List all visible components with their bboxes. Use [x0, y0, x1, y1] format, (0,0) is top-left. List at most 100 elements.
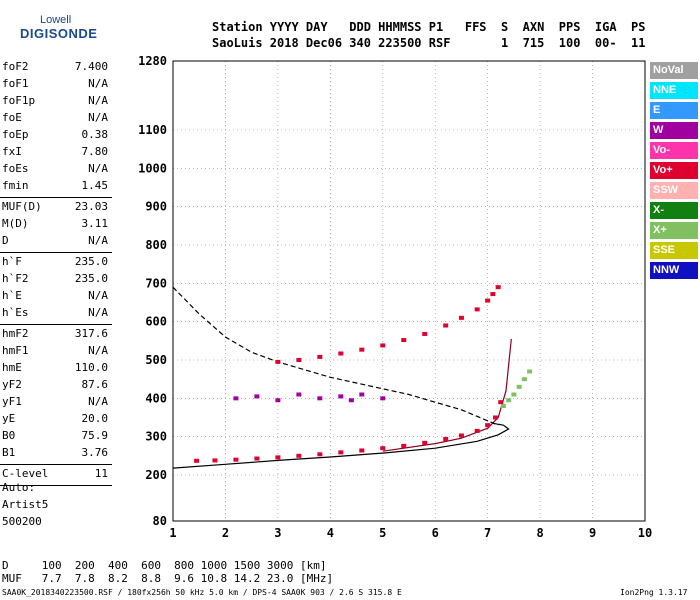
param-row: foF1 N/A — [2, 77, 108, 94]
echo-point — [506, 398, 512, 403]
echo-point — [233, 396, 239, 401]
param-row: foF2 7.400 — [2, 60, 108, 77]
param-row: B1 3.76 — [2, 446, 108, 463]
echo-point — [474, 428, 480, 433]
param-value: 0.38 — [81, 128, 109, 141]
echo-point — [359, 392, 365, 397]
param-row: yE 20.0 — [2, 412, 108, 429]
echo-point — [296, 453, 302, 458]
x-tick-label: 10 — [638, 526, 652, 540]
legend-item: SSW — [650, 182, 698, 199]
param-value: N/A — [88, 289, 108, 302]
param-value: 235.0 — [74, 255, 108, 268]
param-key: foEs — [2, 162, 29, 175]
echo-point — [254, 394, 260, 399]
param-value: 317.6 — [74, 327, 108, 340]
y-tick-label: 200 — [145, 468, 167, 482]
param-key: D — [2, 234, 9, 247]
fitted-curve — [172, 286, 499, 426]
x-tick-label: 9 — [589, 526, 596, 540]
echo-point — [338, 450, 344, 455]
param-row: h`E N/A — [2, 289, 108, 306]
param-row: h`Es N/A — [2, 306, 108, 323]
y-tick-label: 400 — [145, 391, 167, 405]
param-row: hmF1 N/A — [2, 344, 108, 361]
muf-distance-row: D 100 200 400 600 800 1000 1500 3000 [km… — [2, 559, 327, 572]
param-row: foF1p N/A — [2, 94, 108, 111]
param-value: N/A — [88, 111, 108, 124]
legend-item: E — [650, 102, 698, 119]
param-separator — [0, 252, 112, 253]
param-key: foE — [2, 111, 22, 124]
echo-point — [296, 392, 302, 397]
echo-point — [458, 315, 464, 320]
x-tick-label: 4 — [327, 526, 334, 540]
echo-point — [485, 423, 491, 428]
echo-point — [275, 398, 281, 403]
param-value: 75.9 — [81, 429, 109, 442]
legend-item: NNW — [650, 262, 698, 279]
echo-point — [527, 369, 533, 374]
param-value: 1.45 — [81, 179, 109, 192]
param-key: B1 — [2, 446, 16, 459]
legend-item: X- — [650, 202, 698, 219]
y-tick-label: 1280 — [138, 54, 167, 68]
echo-point — [521, 377, 527, 382]
y-tick-label: 1100 — [138, 123, 167, 137]
echo-point — [422, 331, 428, 336]
legend-item: Vo+ — [650, 162, 698, 179]
header-line-2: SaoLuis 2018 Dec06 340 223500 RSF 1 715 … — [212, 36, 646, 50]
auto-label: Auto: — [2, 481, 36, 494]
param-key: yF2 — [2, 378, 22, 391]
param-key: h`F — [2, 255, 22, 268]
legend-item: NNE — [650, 82, 698, 99]
echo-point — [359, 448, 365, 453]
param-value: 11 — [94, 467, 108, 480]
param-key: fxI — [2, 145, 22, 158]
param-separator — [0, 485, 112, 486]
echo-point — [516, 384, 522, 389]
echo-point — [380, 446, 386, 451]
param-value: 3.76 — [81, 446, 109, 459]
param-key: foF2 — [2, 60, 29, 73]
echo-point — [233, 457, 239, 462]
echo-point — [485, 298, 491, 303]
param-row: B0 75.9 — [2, 429, 108, 446]
param-row: C-level 11 — [2, 467, 108, 484]
param-row: fxI 7.80 — [2, 145, 108, 162]
param-key: h`E — [2, 289, 22, 302]
param-value: N/A — [88, 234, 108, 247]
muf-frequency-row: MUF 7.7 7.8 8.2 8.8 9.6 10.8 14.2 23.0 [… — [2, 572, 334, 585]
param-key: C-level — [2, 467, 49, 480]
param-value: N/A — [88, 306, 108, 319]
param-key: yE — [2, 412, 16, 425]
param-row: foEp 0.38 — [2, 128, 108, 145]
chart-points — [194, 285, 533, 463]
param-value: 87.6 — [81, 378, 109, 391]
echo-point — [500, 404, 506, 408]
echo-point — [338, 394, 344, 399]
echo-point — [194, 458, 200, 463]
y-tick-label: 500 — [145, 353, 167, 367]
echo-point — [443, 323, 449, 328]
param-row: hmE 110.0 — [2, 361, 108, 378]
echo-point — [275, 455, 281, 460]
x-tick-label: 7 — [484, 526, 491, 540]
param-row: hmF2 317.6 — [2, 327, 108, 344]
fitted-curve — [172, 422, 510, 469]
param-value: 20.0 — [81, 412, 109, 425]
param-key: foEp — [2, 128, 29, 141]
echo-point — [511, 392, 517, 397]
echo-point — [495, 285, 501, 290]
legend-item: Vo- — [650, 142, 698, 159]
param-key: hmF1 — [2, 344, 29, 357]
param-value: N/A — [88, 94, 108, 107]
param-key: yF1 — [2, 395, 22, 408]
param-row: M(D) 3.11 — [2, 217, 108, 234]
param-row: D N/A — [2, 234, 108, 251]
x-tick-label: 5 — [379, 526, 386, 540]
echo-point — [212, 458, 218, 463]
header-line-1: Station YYYY DAY DDD HHMMSS P1 FFS S AXN… — [212, 20, 646, 34]
x-tick-label: 2 — [222, 526, 229, 540]
param-row: yF2 87.6 — [2, 378, 108, 395]
